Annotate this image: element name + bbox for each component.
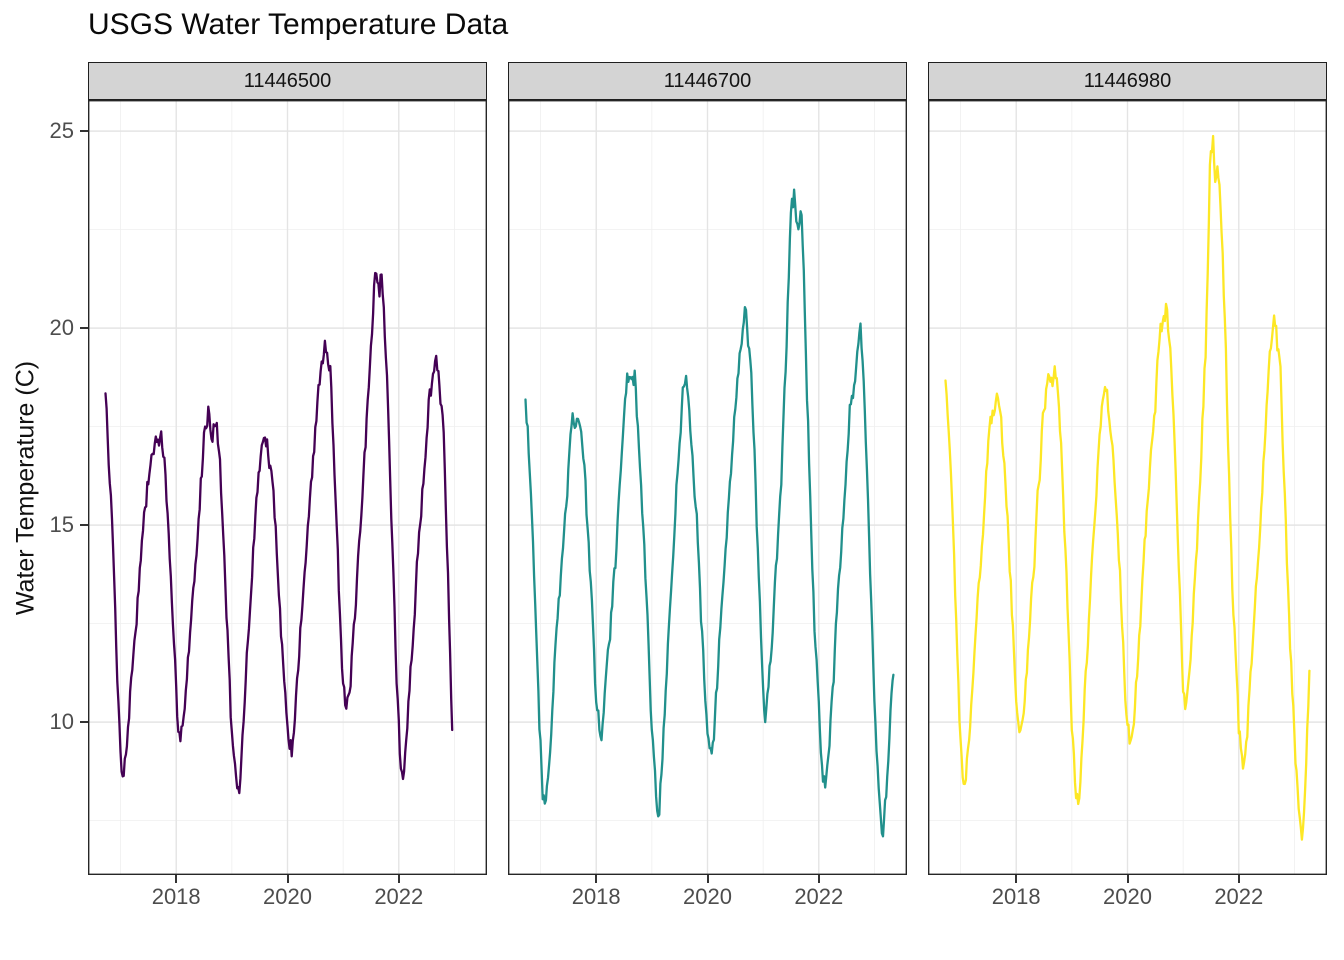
panel-border <box>508 100 907 875</box>
x-tick-mark <box>706 875 709 883</box>
facet-11446700: 11446700 2018 2020 2022 <box>508 62 907 922</box>
facet-strip: 11446700 <box>508 62 907 100</box>
y-axis: 25 20 15 10 <box>0 100 88 875</box>
y-tick-label: 25 <box>49 118 74 144</box>
y-tick-mark <box>80 524 88 527</box>
temperature-series-line <box>524 188 895 838</box>
y-tick-mark <box>80 721 88 724</box>
x-tick-label: 2020 <box>683 884 732 909</box>
x-tick-mark <box>175 875 178 883</box>
facet-panel-plot <box>88 100 487 875</box>
temperature-series-line <box>104 271 454 795</box>
facet-panel-plot <box>508 100 907 875</box>
temperature-series-line <box>944 134 1311 841</box>
x-tick-label: 2018 <box>991 884 1041 909</box>
y-tick-mark <box>80 327 88 330</box>
y-tick-mark <box>80 130 88 133</box>
facet-strip: 11446980 <box>928 62 1327 100</box>
x-tick-label: 2020 <box>1103 884 1152 909</box>
x-tick-label: 2018 <box>151 884 201 909</box>
x-tick-label: 2022 <box>1214 884 1264 909</box>
x-tick-label: 2018 <box>571 884 621 909</box>
x-tick-label: 2020 <box>263 884 312 909</box>
x-tick-mark <box>286 875 289 883</box>
y-tick-label: 15 <box>49 512 74 538</box>
panel-border <box>88 100 487 875</box>
facet-strip: 11446500 <box>88 62 487 100</box>
panel-border <box>928 100 1327 875</box>
y-tick-label: 20 <box>49 315 74 341</box>
x-tick-mark <box>397 875 400 883</box>
facet-panel-plot <box>928 100 1327 875</box>
x-tick-label: 2022 <box>374 884 424 909</box>
facet-strip-label: 11446980 <box>1083 69 1172 92</box>
facet-strip-label: 11446700 <box>663 69 752 92</box>
y-tick-label: 10 <box>49 709 74 735</box>
x-tick-mark <box>1015 875 1018 883</box>
x-tick-mark <box>1237 875 1240 883</box>
facet-11446500: 11446500 2018 2020 2022 <box>88 62 487 922</box>
plot-title: USGS Water Temperature Data <box>88 8 509 41</box>
x-tick-label: 2022 <box>794 884 844 909</box>
x-tick-mark <box>595 875 598 883</box>
facet-strip-label: 11446500 <box>243 69 332 92</box>
x-tick-mark <box>1126 875 1129 883</box>
x-tick-mark <box>817 875 820 883</box>
facet-11446980: 11446980 2018 2020 2022 <box>928 62 1327 922</box>
